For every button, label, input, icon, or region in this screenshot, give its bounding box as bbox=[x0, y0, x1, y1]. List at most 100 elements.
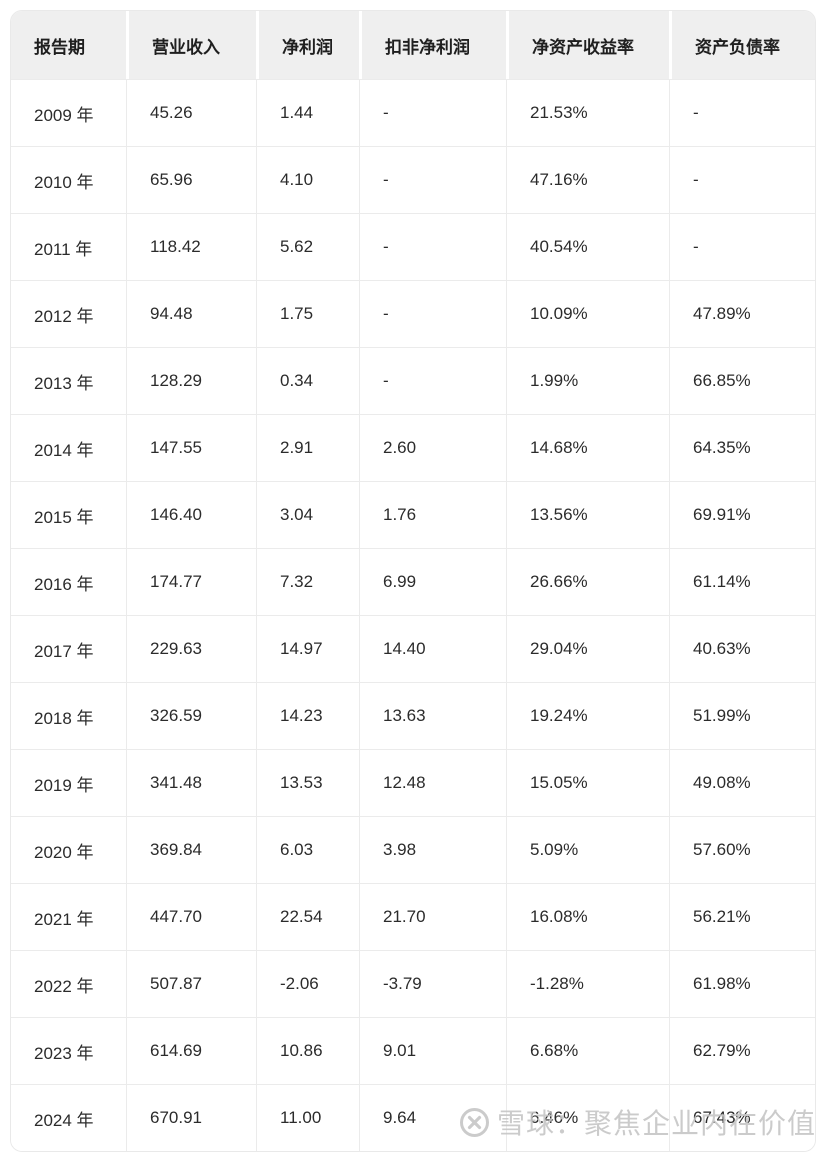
table-cell-adjusted-net-profit: -3.79 bbox=[359, 951, 506, 1017]
table-cell-net-profit: 11.00 bbox=[256, 1085, 359, 1151]
table-cell-report-period: 2016 年 bbox=[34, 574, 94, 594]
table-cell-debt-ratio: 64.35% bbox=[669, 415, 815, 481]
table-cell-revenue: 369.84 bbox=[126, 817, 256, 883]
table-cell-report-period: 2010 年 bbox=[34, 172, 94, 192]
table-cell-adjusted-net-profit: 9.64 bbox=[359, 1085, 506, 1151]
table-cell-roe: 26.66% bbox=[506, 549, 669, 615]
table-cell-net-profit: 14.97 bbox=[256, 616, 359, 682]
table-cell-adjusted-net-profit: - bbox=[359, 80, 506, 146]
table-row: 2018 年 326.59 14.23 13.63 19.24% 51.99% bbox=[11, 682, 815, 749]
table-cell-roe: 21.53% bbox=[506, 80, 669, 146]
table-cell-revenue: 65.96 bbox=[126, 147, 256, 213]
table-row: 2024 年 670.91 11.00 9.64 6.46% 67.43% bbox=[11, 1084, 815, 1151]
table-cell-report-period: 2024 年 bbox=[34, 1110, 94, 1130]
table-cell-debt-ratio: - bbox=[669, 147, 815, 213]
table-cell-adjusted-net-profit: - bbox=[359, 147, 506, 213]
table-header-row: 报告期 营业收入 净利润 扣非净利润 净资产收益率 资产负债率 bbox=[11, 11, 815, 79]
table-cell-debt-ratio: 69.91% bbox=[669, 482, 815, 548]
table-cell-adjusted-net-profit: - bbox=[359, 348, 506, 414]
table-cell-roe: 29.04% bbox=[506, 616, 669, 682]
table-cell-adjusted-net-profit: - bbox=[359, 281, 506, 347]
table-cell-report-period: 2022 年 bbox=[34, 976, 94, 996]
table-cell-roe: 19.24% bbox=[506, 683, 669, 749]
table-cell-debt-ratio: - bbox=[669, 80, 815, 146]
table-cell-roe: 5.09% bbox=[506, 817, 669, 883]
table-cell-adjusted-net-profit: - bbox=[359, 214, 506, 280]
table-cell-net-profit: 2.91 bbox=[256, 415, 359, 481]
table-cell-debt-ratio: 61.98% bbox=[669, 951, 815, 1017]
table-row: 2016 年 174.77 7.32 6.99 26.66% 61.14% bbox=[11, 548, 815, 615]
table-cell-report-period: 2018 年 bbox=[34, 708, 94, 728]
table-cell-roe: 10.09% bbox=[506, 281, 669, 347]
table-row: 2013 年 128.29 0.34 - 1.99% 66.85% bbox=[11, 347, 815, 414]
table-cell-revenue: 128.29 bbox=[126, 348, 256, 414]
table-cell-adjusted-net-profit: 12.48 bbox=[359, 750, 506, 816]
table-cell-report-period: 2015 年 bbox=[34, 507, 94, 527]
table-cell-adjusted-net-profit: 14.40 bbox=[359, 616, 506, 682]
table-cell-report-period: 2013 年 bbox=[34, 373, 94, 393]
table-cell-report-period: 2009 年 bbox=[34, 105, 94, 125]
table-cell-report-period: 2014 年 bbox=[34, 440, 94, 460]
table-cell-net-profit: 0.34 bbox=[256, 348, 359, 414]
table-cell-revenue: 341.48 bbox=[126, 750, 256, 816]
table-cell-adjusted-net-profit: 6.99 bbox=[359, 549, 506, 615]
table-cell-net-profit: 5.62 bbox=[256, 214, 359, 280]
table-cell-roe: 14.68% bbox=[506, 415, 669, 481]
table-cell-debt-ratio: 49.08% bbox=[669, 750, 815, 816]
table-cell-debt-ratio: 62.79% bbox=[669, 1018, 815, 1084]
table-body: 2009 年 45.26 1.44 - 21.53% - 2010 年 65.9… bbox=[11, 79, 815, 1151]
table-cell-revenue: 670.91 bbox=[126, 1085, 256, 1151]
table-cell-report-period: 2021 年 bbox=[34, 909, 94, 929]
table-row: 2019 年 341.48 13.53 12.48 15.05% 49.08% bbox=[11, 749, 815, 816]
table-cell-revenue: 614.69 bbox=[126, 1018, 256, 1084]
table-cell-net-profit: 22.54 bbox=[256, 884, 359, 950]
table-cell-net-profit: 1.44 bbox=[256, 80, 359, 146]
table-cell-revenue: 45.26 bbox=[126, 80, 256, 146]
table-row: 2023 年 614.69 10.86 9.01 6.68% 62.79% bbox=[11, 1017, 815, 1084]
table-cell-adjusted-net-profit: 2.60 bbox=[359, 415, 506, 481]
table-cell-revenue: 147.55 bbox=[126, 415, 256, 481]
table-cell-roe: 40.54% bbox=[506, 214, 669, 280]
table-cell-roe: 16.08% bbox=[506, 884, 669, 950]
table-cell-roe: 6.46% bbox=[506, 1085, 669, 1151]
table-row: 2010 年 65.96 4.10 - 47.16% - bbox=[11, 146, 815, 213]
table-row: 2021 年 447.70 22.54 21.70 16.08% 56.21% bbox=[11, 883, 815, 950]
table-cell-report-period: 2020 年 bbox=[34, 842, 94, 862]
table-cell-net-profit: 1.75 bbox=[256, 281, 359, 347]
table-cell-adjusted-net-profit: 3.98 bbox=[359, 817, 506, 883]
table-cell-adjusted-net-profit: 1.76 bbox=[359, 482, 506, 548]
column-header-revenue: 营业收入 bbox=[126, 11, 256, 79]
table-cell-revenue: 447.70 bbox=[126, 884, 256, 950]
table-cell-net-profit: 7.32 bbox=[256, 549, 359, 615]
column-header-debt-ratio: 资产负债率 bbox=[669, 11, 815, 79]
table-cell-roe: -1.28% bbox=[506, 951, 669, 1017]
column-header-adjusted-net-profit: 扣非净利润 bbox=[359, 11, 506, 79]
financial-table: 报告期 营业收入 净利润 扣非净利润 净资产收益率 资产负债率 2009 年 4… bbox=[10, 10, 816, 1152]
table-row: 2022 年 507.87 -2.06 -3.79 -1.28% 61.98% bbox=[11, 950, 815, 1017]
table-cell-net-profit: 14.23 bbox=[256, 683, 359, 749]
table-cell-debt-ratio: 67.43% bbox=[669, 1085, 815, 1151]
table-cell-debt-ratio: 66.85% bbox=[669, 348, 815, 414]
table-cell-net-profit: -2.06 bbox=[256, 951, 359, 1017]
table-cell-adjusted-net-profit: 21.70 bbox=[359, 884, 506, 950]
table-cell-debt-ratio: 56.21% bbox=[669, 884, 815, 950]
table-cell-debt-ratio: 57.60% bbox=[669, 817, 815, 883]
table-row: 2020 年 369.84 6.03 3.98 5.09% 57.60% bbox=[11, 816, 815, 883]
table-cell-net-profit: 6.03 bbox=[256, 817, 359, 883]
table-cell-debt-ratio: 61.14% bbox=[669, 549, 815, 615]
table-cell-debt-ratio: 47.89% bbox=[669, 281, 815, 347]
table-cell-roe: 15.05% bbox=[506, 750, 669, 816]
table-row: 2015 年 146.40 3.04 1.76 13.56% 69.91% bbox=[11, 481, 815, 548]
table-cell-roe: 6.68% bbox=[506, 1018, 669, 1084]
table-row: 2011 年 118.42 5.62 - 40.54% - bbox=[11, 213, 815, 280]
table-cell-roe: 47.16% bbox=[506, 147, 669, 213]
table-cell-revenue: 229.63 bbox=[126, 616, 256, 682]
table-cell-report-period: 2023 年 bbox=[34, 1043, 94, 1063]
table-cell-roe: 13.56% bbox=[506, 482, 669, 548]
table-cell-report-period: 2011 年 bbox=[34, 239, 93, 259]
table-cell-adjusted-net-profit: 13.63 bbox=[359, 683, 506, 749]
table-cell-revenue: 118.42 bbox=[126, 214, 256, 280]
table-cell-net-profit: 13.53 bbox=[256, 750, 359, 816]
table-row: 2014 年 147.55 2.91 2.60 14.68% 64.35% bbox=[11, 414, 815, 481]
table-cell-net-profit: 4.10 bbox=[256, 147, 359, 213]
